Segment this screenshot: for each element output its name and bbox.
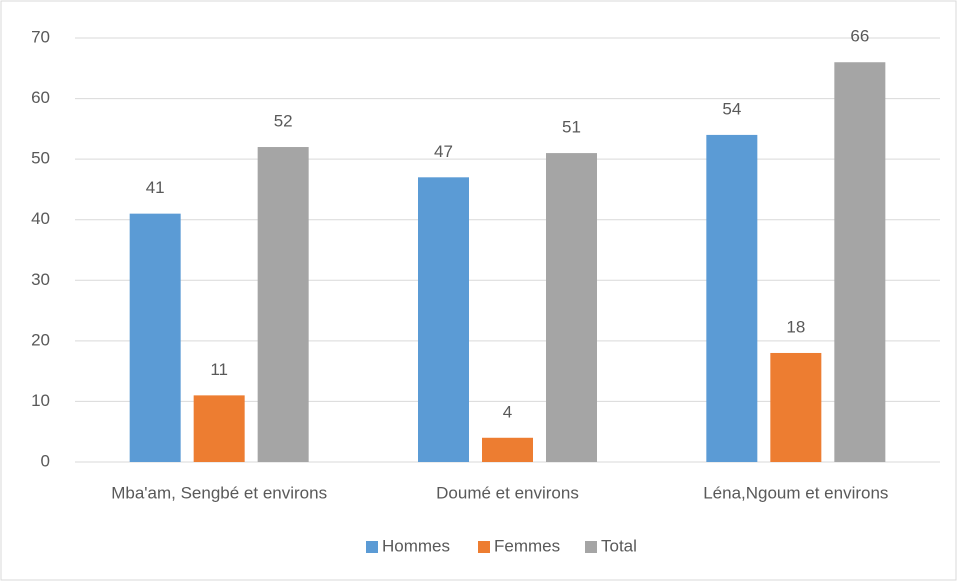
y-tick-label: 10: [31, 391, 50, 410]
y-tick-label: 60: [31, 88, 50, 107]
y-tick-label: 20: [31, 330, 50, 349]
x-tick-label: Doumé et environs: [436, 483, 579, 502]
x-tick-label: Léna,Ngoum et environs: [703, 483, 888, 502]
data-label: 4: [503, 402, 512, 421]
bar: [546, 153, 597, 463]
legend-swatch: [478, 541, 490, 553]
y-tick-label: 30: [31, 270, 50, 289]
y-tick-label: 70: [31, 27, 50, 46]
y-tick-label: 40: [31, 209, 50, 228]
data-label: 52: [274, 112, 293, 131]
data-label: 54: [722, 99, 741, 118]
bar: [129, 213, 181, 462]
legend-swatch: [366, 541, 378, 553]
y-tick-label: 0: [41, 451, 50, 470]
data-label: 51: [562, 118, 581, 137]
data-label: 11: [210, 360, 228, 379]
legend-label: Total: [601, 536, 637, 555]
legend-swatch: [585, 541, 597, 553]
y-tick-label: 50: [31, 149, 50, 168]
legend-label: Femmes: [494, 536, 560, 555]
bar: [257, 147, 309, 462]
data-label: 66: [850, 27, 869, 46]
bar: [482, 437, 533, 462]
bar: [834, 62, 886, 462]
x-tick-label: Mba'am, Sengbé et environs: [111, 483, 327, 502]
bar: [193, 395, 245, 462]
data-label: 47: [434, 142, 453, 161]
bar: [770, 352, 822, 462]
data-label: 41: [146, 178, 165, 197]
legend-label: Hommes: [382, 536, 450, 555]
bar: [706, 134, 758, 462]
data-label: 18: [786, 317, 805, 336]
bar: [418, 177, 469, 463]
